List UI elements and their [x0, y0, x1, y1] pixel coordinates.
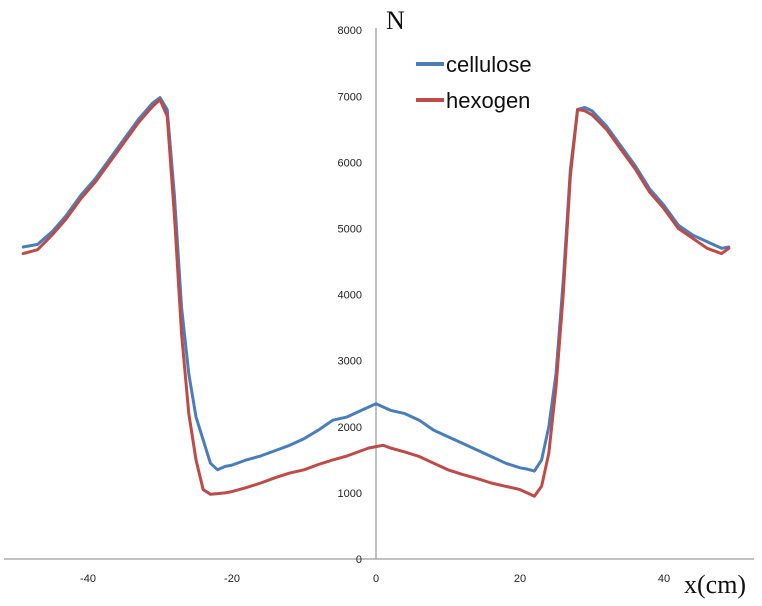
y-tick-label: 4000 — [338, 290, 362, 302]
tick-labels: -40 -20 0 20 40 0 1000 2000 3000 4000 5000 6000 7000… — [80, 25, 670, 585]
series-line-hexogen — [21, 98, 731, 498]
x-tick-label: -20 — [224, 573, 240, 585]
y-tick-label: 2000 — [338, 422, 362, 434]
y-tick-label: 7000 — [338, 91, 362, 103]
y-tick-label: 1000 — [338, 488, 362, 500]
y-axis-title: N — [386, 6, 405, 35]
y-tick-label: 6000 — [338, 157, 362, 169]
legend-label-cellulose: cellulose — [446, 52, 532, 77]
y-tick-label: 8000 — [338, 25, 362, 37]
x-axis-title: x(cm) — [684, 570, 746, 599]
axes — [4, 28, 754, 560]
y-tick-label: 0 — [356, 554, 362, 566]
x-tick-label: 0 — [373, 573, 379, 585]
legend: cellulose hexogen — [416, 52, 532, 113]
y-tick-label: 5000 — [338, 224, 362, 236]
x-tick-label: -40 — [80, 573, 96, 585]
x-tick-label: 20 — [514, 573, 526, 585]
y-tick-label: 3000 — [338, 356, 362, 368]
x-tick-label: 40 — [658, 573, 670, 585]
legend-label-hexogen: hexogen — [446, 88, 530, 113]
series-layer — [21, 96, 731, 498]
